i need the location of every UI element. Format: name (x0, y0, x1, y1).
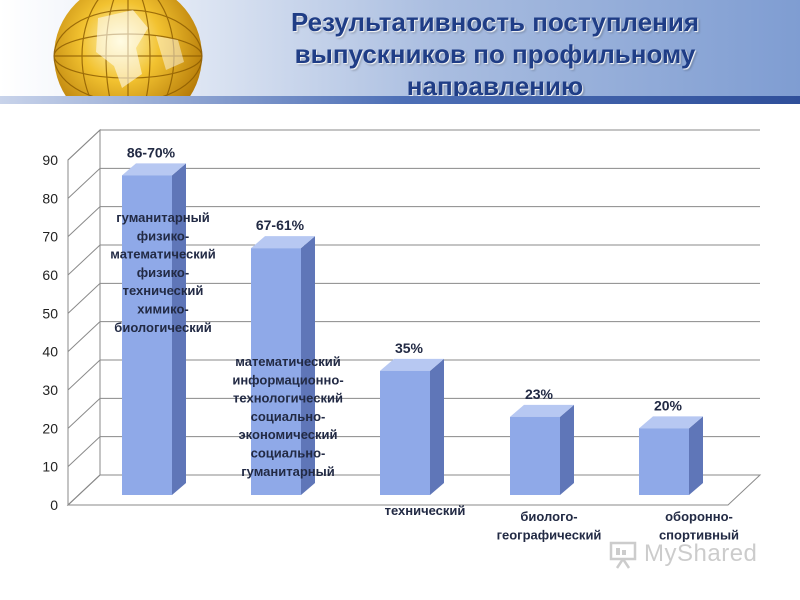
y-tick-label: 20 (42, 420, 58, 436)
gridline (67, 359, 760, 391)
bar (251, 248, 301, 495)
bar (122, 175, 172, 496)
y-tick-label: 60 (42, 267, 58, 283)
data-label: 35% (395, 340, 424, 356)
bar (380, 370, 430, 495)
gridline (67, 206, 760, 238)
gridline (67, 244, 760, 276)
gridline (67, 321, 760, 353)
y-tick-label: 50 (42, 305, 58, 321)
presentation-board-icon (609, 541, 637, 569)
y-tick-label: 0 (50, 497, 58, 513)
globe-icon (53, 0, 203, 104)
side-wall (67, 128, 101, 507)
category-label: биолого-географический (497, 509, 602, 542)
y-tick-label: 10 (42, 459, 58, 475)
data-label: 86-70% (127, 144, 176, 160)
y-tick-label: 30 (42, 382, 58, 398)
gridline (67, 282, 760, 314)
y-tick-label: 90 (42, 152, 58, 168)
gridline (67, 129, 760, 161)
bar (510, 416, 560, 495)
bar-side (301, 236, 315, 495)
category-label: математический информационно-технологичес… (232, 354, 343, 479)
y-tick-label: 80 (42, 190, 58, 206)
bar-top (510, 404, 574, 417)
bar-top (251, 236, 315, 249)
slide-title: Результативность поступления выпускников… (290, 7, 700, 101)
y-tick-label: 40 (42, 344, 58, 360)
data-label: 20% (654, 397, 683, 413)
bar-side (560, 404, 574, 495)
bar-chart: 0 10 20 30 40 50 60 70 80 90 86-70% 67-61% 35% 23% 20%… (42, 128, 762, 542)
gridline (67, 167, 760, 199)
header-band (0, 96, 800, 104)
watermark-text: MyShared (644, 540, 758, 567)
data-label: 23% (525, 386, 554, 402)
bar (639, 428, 689, 495)
gridline (67, 397, 760, 429)
y-tick-label: 70 (42, 229, 58, 245)
slide-header: Результативность поступления выпускников… (0, 0, 800, 104)
category-label: гуманитарный физико-математический физико-… (110, 210, 215, 335)
bar-top (122, 163, 186, 176)
bar-top (639, 416, 703, 429)
watermark: MyShared (608, 538, 757, 570)
bar-top (380, 358, 444, 371)
bar-side (172, 163, 186, 496)
bar-side (430, 358, 444, 495)
category-label: оборонно-спортивный (659, 509, 739, 542)
category-label: технический (385, 503, 466, 518)
bar-side (689, 416, 703, 495)
data-label: 67-61% (256, 217, 305, 233)
